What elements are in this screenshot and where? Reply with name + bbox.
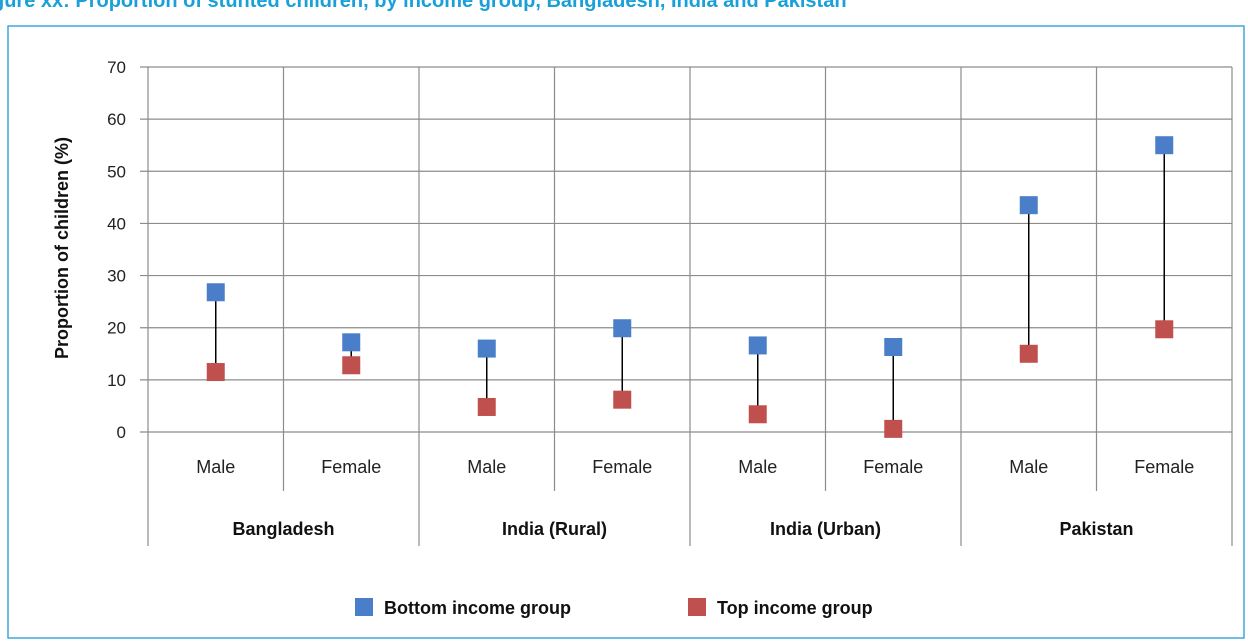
x-category-label: Male [467,457,506,477]
y-tick-label: 70 [107,58,126,77]
bottom-income-marker [1019,196,1038,215]
x-category-label: Male [1009,457,1048,477]
top-income-marker [613,390,632,409]
bottom-income-marker [884,338,903,357]
x-category-label: Male [196,457,235,477]
y-tick-label: 40 [107,214,126,233]
y-tick-label: 50 [107,162,126,181]
x-category-label: Female [863,457,923,477]
x-category-label: Female [592,457,652,477]
y-axis-title: Proportion of children (%) [52,137,72,359]
x-category-label: Female [321,457,381,477]
figure-title: gure xx: Proportion of stunted children,… [0,0,847,12]
y-tick-label: 20 [107,319,126,338]
bottom-income-marker [613,319,632,338]
y-tick-label: 10 [107,371,126,390]
bottom-income-marker [748,336,767,355]
legend: Bottom income group Top income group [355,598,873,618]
top-income-marker [884,419,903,438]
plot-area: 0 10 20 30 40 50 60 70 Male Female Male Female Male F… [107,58,1233,546]
x-group-label: Bangladesh [232,519,334,539]
y-tick-label: 0 [117,423,126,442]
y-tick-label: 30 [107,267,126,286]
x-category-label: Male [738,457,777,477]
x-category-label: Female [1134,457,1194,477]
bottom-income-marker [477,339,496,358]
legend-top-income-swatch [688,598,706,616]
bottom-income-marker [206,283,225,302]
y-tick-label: 60 [107,110,126,129]
top-income-marker [1019,344,1038,363]
bottom-income-marker [1155,136,1174,155]
top-income-marker [206,363,225,382]
bottom-income-marker [342,333,361,352]
top-income-marker [748,405,767,424]
x-group-label: Pakistan [1059,519,1133,539]
top-income-marker [477,397,496,416]
x-group-label: India (Rural) [502,519,607,539]
legend-bottom-income-label: Bottom income group [384,598,571,618]
top-income-marker [1155,320,1174,339]
legend-top-income-label: Top income group [717,598,873,618]
legend-bottom-income-swatch [355,598,373,616]
x-group-label: India (Urban) [770,519,881,539]
top-income-marker [342,356,361,375]
